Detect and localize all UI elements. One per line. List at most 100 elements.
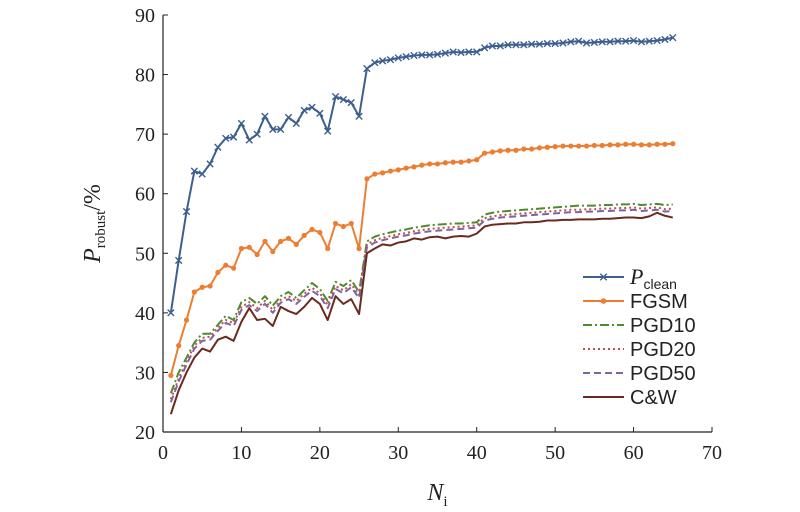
legend-label-pgd50: PGD50: [630, 363, 696, 385]
data-point-p: [182, 207, 191, 216]
data-point-fgsm: [458, 159, 464, 165]
data-point-p: [237, 119, 246, 128]
data-point-p: [339, 95, 348, 104]
x-tick-label: 60: [624, 442, 644, 464]
legend-label-c-w: C&W: [630, 387, 677, 409]
data-point-fgsm: [254, 251, 260, 258]
data-point-fgsm: [293, 241, 299, 247]
data-point-p: [614, 37, 622, 45]
x-tick-label: 50: [545, 442, 565, 464]
data-point-fgsm: [325, 245, 331, 252]
y-axis-label-main: P: [80, 248, 106, 264]
axes: [162, 14, 713, 433]
data-point-p: [229, 133, 238, 141]
data-point-p: [174, 256, 183, 265]
data-point-p: [371, 58, 379, 67]
data-point-fgsm: [270, 248, 276, 255]
data-point-fgsm: [387, 168, 394, 174]
data-point-p: [465, 48, 473, 56]
data-point-fgsm: [670, 141, 676, 147]
data-point-fgsm: [662, 141, 668, 147]
data-point-fgsm: [207, 283, 213, 289]
data-point-p: [496, 42, 504, 50]
data-point-p: [441, 49, 450, 57]
y-tick-label: 90: [135, 5, 155, 27]
data-point-p: [637, 38, 646, 46]
data-point-fgsm: [364, 176, 370, 182]
data-point-p: [653, 36, 661, 45]
tick-labels: 0 10 20 30 40 50 60 70 20 30 40 50 60 70 80 90: [135, 5, 722, 464]
data-point-p: [622, 37, 630, 45]
data-point-p: [386, 55, 395, 64]
y-axis-label: Probust/%: [80, 184, 109, 264]
data-point-fgsm: [536, 145, 543, 151]
y-tick-label: 70: [135, 124, 155, 146]
data-point-fgsm: [434, 161, 441, 167]
data-point-fgsm: [230, 265, 237, 271]
series-line-pgd50: [169, 208, 673, 403]
data-point-p: [316, 109, 324, 117]
y-tick-label: 60: [135, 184, 155, 206]
x-tick-label: 20: [310, 442, 330, 464]
series-line-pgd10: [169, 202, 673, 394]
data-point-p: [535, 40, 544, 48]
data-point-fgsm: [380, 170, 386, 176]
data-point-fgsm: [191, 289, 197, 295]
data-point-p: [190, 167, 199, 175]
data-point-p: [449, 48, 457, 56]
data-point-fgsm: [419, 162, 425, 168]
data-point-fgsm: [301, 232, 307, 239]
data-point-p: [504, 41, 512, 49]
data-point-p: [551, 39, 559, 48]
data-point-p: [661, 35, 669, 44]
data-point-p: [669, 33, 677, 42]
data-point-fgsm: [560, 143, 566, 149]
data-point-fgsm: [427, 161, 433, 167]
data-point-fgsm: [246, 244, 252, 250]
data-point-p: [488, 42, 497, 50]
data-point-p: [512, 41, 520, 49]
y-tick-label: 50: [135, 243, 155, 265]
data-point-fgsm: [513, 147, 519, 153]
data-point-fgsm: [199, 284, 205, 290]
y-tick-label: 20: [135, 422, 155, 444]
data-point-fgsm: [529, 146, 535, 152]
data-point-fgsm: [576, 143, 582, 149]
data-point-p: [433, 50, 442, 59]
legend-marker-fgsm: [600, 298, 607, 304]
data-point-p: [629, 36, 638, 45]
data-point-fgsm: [552, 144, 558, 150]
data-point-fgsm: [215, 269, 221, 275]
data-point-p: [284, 113, 293, 122]
x-axis-label-sub: i: [443, 494, 447, 510]
data-point-p: [606, 38, 614, 46]
data-point-p: [402, 53, 410, 61]
data-point-fgsm: [372, 171, 378, 177]
data-point-fgsm: [340, 223, 346, 230]
x-tick-label: 70: [702, 442, 722, 464]
data-point-fgsm: [607, 142, 613, 148]
data-point-fgsm: [183, 317, 190, 323]
legend-label-pgd20: PGD20: [630, 339, 696, 361]
data-point-p: [308, 103, 316, 112]
data-point-p: [425, 51, 434, 59]
data-point-p: [331, 92, 340, 101]
data-point-fgsm: [505, 147, 511, 153]
x-tick-label: 30: [388, 442, 408, 464]
data-point-p: [269, 125, 277, 134]
legend-label-fgsm: FGSM: [630, 291, 688, 313]
data-point-p: [347, 98, 355, 107]
data-point-fgsm: [630, 141, 637, 147]
data-point-fgsm: [638, 142, 645, 148]
legend-label-pgd10: PGD10: [630, 315, 696, 337]
data-point-fgsm: [442, 160, 448, 166]
data-point-p: [261, 112, 269, 120]
data-point-p: [543, 39, 551, 48]
data-point-fgsm: [395, 167, 401, 173]
x-tick-label: 0: [158, 442, 168, 464]
data-point-fgsm: [599, 142, 605, 149]
data-point-p: [567, 38, 575, 46]
legend-label-p: Pclean: [629, 264, 677, 292]
data-point-fgsm: [403, 165, 409, 171]
